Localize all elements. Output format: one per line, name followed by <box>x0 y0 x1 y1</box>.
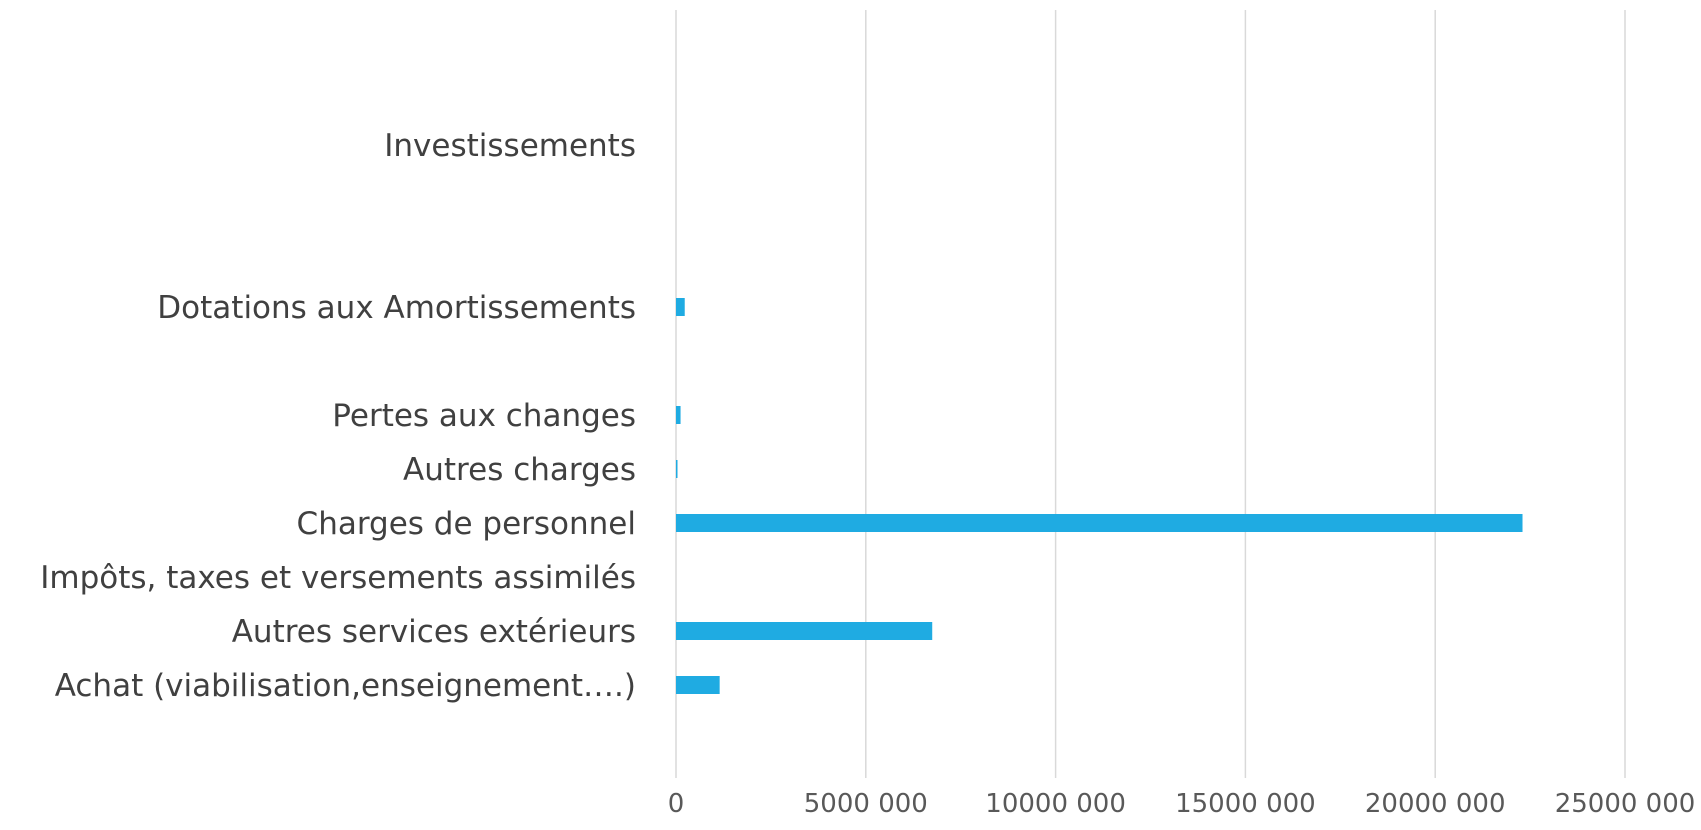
x-tick-label: 5000 000 <box>804 789 928 819</box>
category-label: Autres charges <box>403 452 636 488</box>
x-tick-label: 10000 000 <box>985 789 1126 819</box>
gridlines <box>675 10 1626 778</box>
category-label: Charges de personnel <box>297 506 636 542</box>
bars <box>676 298 1523 694</box>
x-axis-tick-labels: 0 5000 000 10000 000 15000 000 20000 000 2500… <box>668 789 1696 819</box>
x-tick-label: 25000 000 <box>1555 789 1696 819</box>
x-tick-label: 0 <box>668 789 685 819</box>
category-labels: Achat (viabilisation,enseignement….) Autr… <box>40 128 636 704</box>
category-label: Autres services extérieurs <box>232 614 636 650</box>
category-label: Dotations aux Amortissements <box>157 290 636 326</box>
bar <box>676 460 678 478</box>
x-tick-label: 15000 000 <box>1175 789 1316 819</box>
category-label: Investissements <box>384 128 636 164</box>
category-label: Impôts, taxes et versements assimilés <box>40 560 636 596</box>
x-tick-label: 20000 000 <box>1365 789 1506 819</box>
bar <box>676 298 685 316</box>
bar <box>676 622 933 640</box>
category-label: Pertes aux changes <box>332 398 636 434</box>
bar <box>676 676 720 694</box>
category-label: Achat (viabilisation,enseignement….) <box>55 668 636 704</box>
bar <box>676 406 681 424</box>
bar <box>676 514 1523 532</box>
